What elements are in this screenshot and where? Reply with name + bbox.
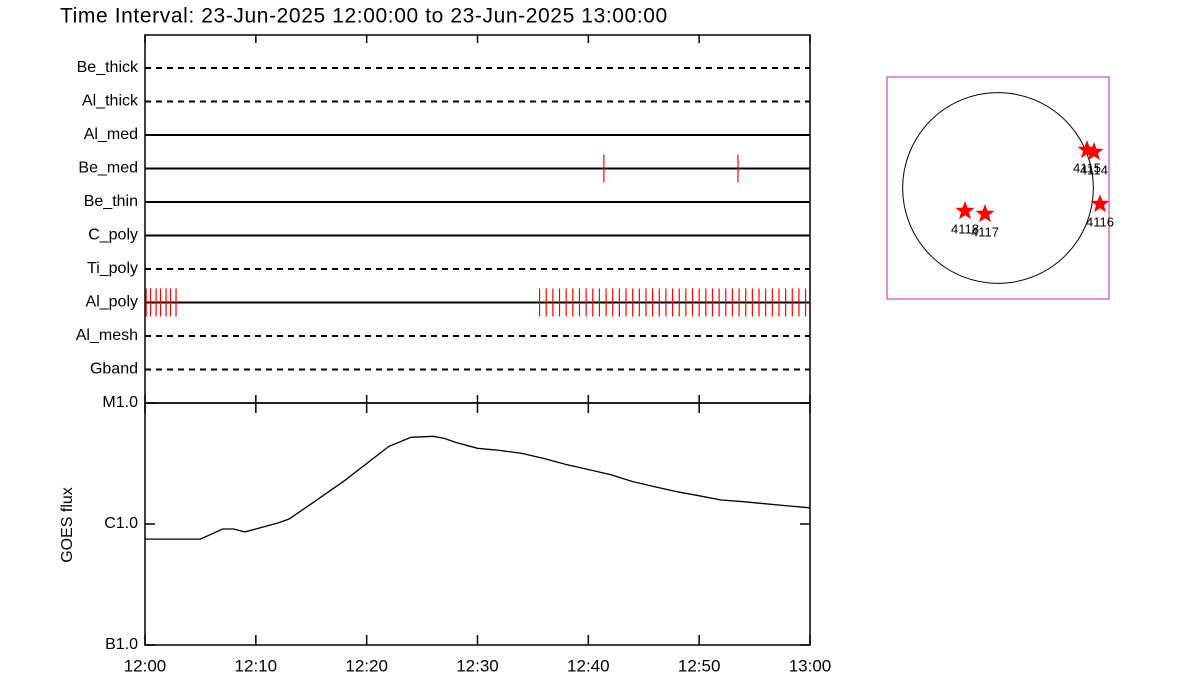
- region-label: 4116: [1086, 214, 1114, 229]
- filter-label: Al_thick: [82, 93, 139, 110]
- y-tick-label: B1.0: [105, 636, 138, 653]
- filter-label: Al_med: [84, 126, 138, 143]
- region-marker: [1090, 194, 1110, 213]
- filter-label: Gband: [90, 361, 138, 378]
- x-tick-label: 12:10: [235, 656, 278, 675]
- map-frame: [886, 76, 1110, 300]
- region-label: 4118: [951, 221, 979, 236]
- filter-label: Be_thin: [84, 193, 138, 210]
- x-tick-label: 12:20: [345, 656, 388, 675]
- filter-label: Al_poly: [86, 294, 138, 311]
- region-label: 4114: [1080, 162, 1108, 177]
- solar-limb: [902, 92, 1094, 284]
- x-tick-label: 12:40: [567, 656, 610, 675]
- y-axis-label: GOES flux: [59, 487, 76, 563]
- region-label: 4117: [971, 224, 999, 239]
- y-tick-label: C1.0: [104, 515, 138, 532]
- goes-curve: [145, 435, 811, 540]
- filter-label: Ti_poly: [87, 260, 138, 277]
- x-tick-label: 12:30: [456, 656, 499, 675]
- x-tick-label: 13:00: [789, 656, 832, 675]
- filter-label: Be_med: [78, 160, 138, 177]
- region-marker: [975, 204, 995, 223]
- x-tick-label: 12:50: [678, 656, 721, 675]
- title: Time Interval: 23-Jun-2025 12:00:00 to 2…: [60, 5, 668, 28]
- filter-label: Be_thick: [77, 59, 139, 76]
- x-tick-label: 12:00: [124, 656, 167, 675]
- region-marker: [1084, 142, 1104, 161]
- region-label: 4115: [1073, 160, 1101, 175]
- filter-label: Al_mesh: [76, 327, 138, 344]
- y-tick-label: M1.0: [102, 394, 138, 411]
- filter-label: C_poly: [88, 227, 138, 244]
- region-marker: [955, 201, 975, 220]
